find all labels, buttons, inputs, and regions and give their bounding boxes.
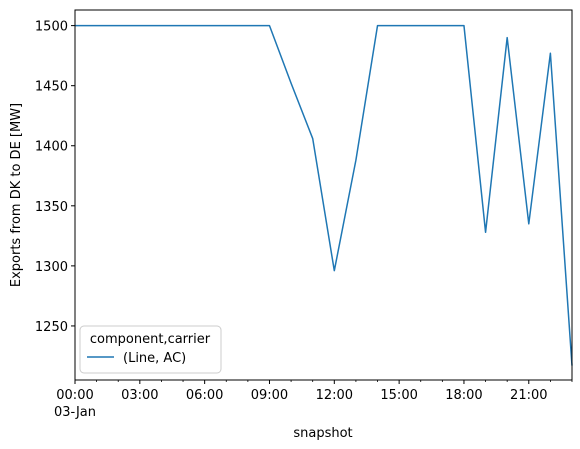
x-tick-label: 18:00 (445, 388, 482, 403)
legend-entry-line-ac: (Line, AC) (123, 351, 186, 366)
x-axis-ticks: 00:00 03:00 06:00 09:00 12:00 15:00 18:00 21:00 (56, 380, 573, 403)
y-tick-label: 1450 (35, 80, 68, 95)
y-tick-label: 1300 (35, 260, 68, 275)
y-axis-label: Exports from DK to DE [MW] (9, 103, 24, 287)
y-tick-label: 1250 (35, 320, 68, 335)
x-tick-label: 15:00 (380, 388, 417, 403)
x-tick-label: 06:00 (186, 388, 223, 403)
x-tick-label: 00:00 (56, 388, 93, 403)
plot-frame (74, 9, 573, 381)
legend-box (79, 325, 222, 374)
legend: component,carrier (Line, AC) (79, 325, 222, 374)
x-tick-label: 12:00 (316, 388, 353, 403)
x-tick-label: 21:00 (510, 388, 547, 403)
series-line-0 (75, 24, 573, 366)
x-date-label: 03-Jan (54, 405, 96, 420)
y-axis-ticks: 1250 1300 1350 1400 1450 1500 (35, 20, 75, 335)
y-tick-label: 1500 (35, 20, 68, 35)
x-tick-label: 03:00 (121, 388, 158, 403)
x-tick-label: 09:00 (251, 388, 288, 403)
y-tick-label: 1350 (35, 200, 68, 215)
y-tick-label: 1400 (35, 140, 68, 155)
legend-title: component,carrier (90, 332, 211, 347)
x-axis-label: snapshot (293, 426, 352, 441)
series-layer (75, 24, 573, 366)
